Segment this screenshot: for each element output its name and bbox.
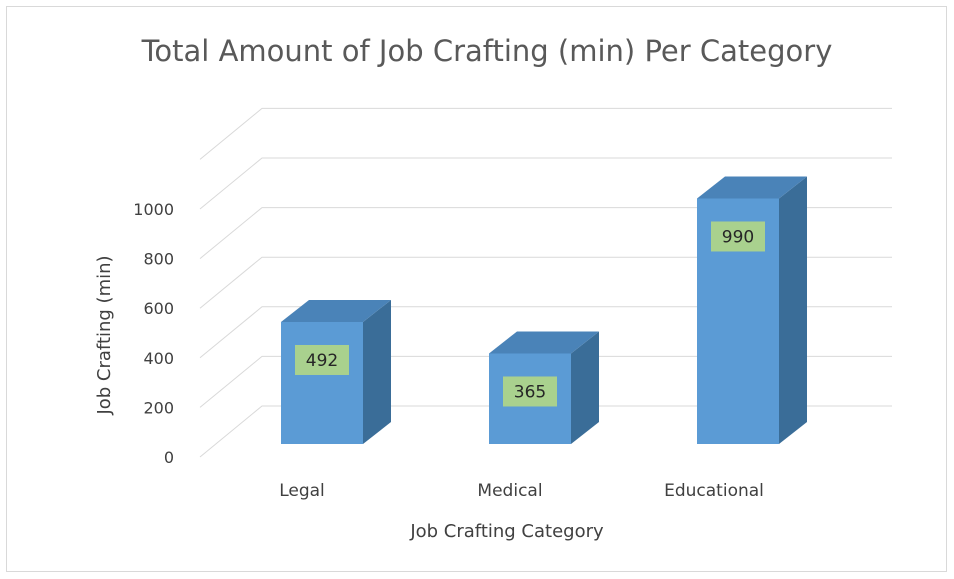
data-label-box: [711, 221, 765, 252]
gridline: [199, 107, 892, 160]
x-category-label: Legal: [279, 481, 325, 501]
y-axis-ticks: 0 200 400 600 800 1000: [133, 200, 174, 467]
bar-side-face: [779, 176, 807, 445]
bar-front-face: [281, 321, 363, 444]
bars: 492 365 990: [281, 176, 807, 445]
gridline: [199, 157, 892, 210]
data-label: 990: [722, 227, 754, 247]
gridline: [199, 405, 892, 458]
bar-medical: 365: [489, 331, 599, 444]
x-axis-categories: Legal Medical Educational: [279, 481, 764, 501]
bar-side-face: [571, 331, 599, 444]
bar-educational: 990: [697, 176, 807, 445]
gridline: [199, 207, 892, 259]
bar-legal: 492: [281, 299, 391, 444]
x-axis-title: Job Crafting Category: [409, 521, 604, 542]
y-axis-title: Job Crafting (min): [94, 255, 115, 415]
gridline: [199, 355, 892, 408]
data-label: 365: [514, 382, 546, 402]
y-tick-label: 800: [143, 250, 174, 269]
bar-side-face: [363, 299, 391, 444]
bar-top-face: [281, 299, 391, 322]
y-tick-label: 200: [143, 398, 174, 417]
x-category-label: Medical: [477, 481, 542, 501]
y-tick-label: 400: [143, 349, 174, 368]
bar-top-face: [489, 331, 599, 354]
gridlines: [199, 107, 892, 458]
y-tick-label: 600: [143, 299, 174, 318]
chart-title: Total Amount of Job Crafting (min) Per C…: [141, 34, 833, 68]
y-tick-label: 0: [164, 448, 174, 467]
gridline: [199, 256, 892, 309]
data-label-box: [503, 376, 557, 407]
y-tick-label: 1000: [133, 200, 174, 219]
data-label-box: [295, 344, 349, 375]
gridline: [199, 306, 892, 359]
bar-top-face: [697, 176, 807, 199]
data-label: 492: [306, 351, 338, 371]
x-category-label: Educational: [664, 481, 764, 501]
